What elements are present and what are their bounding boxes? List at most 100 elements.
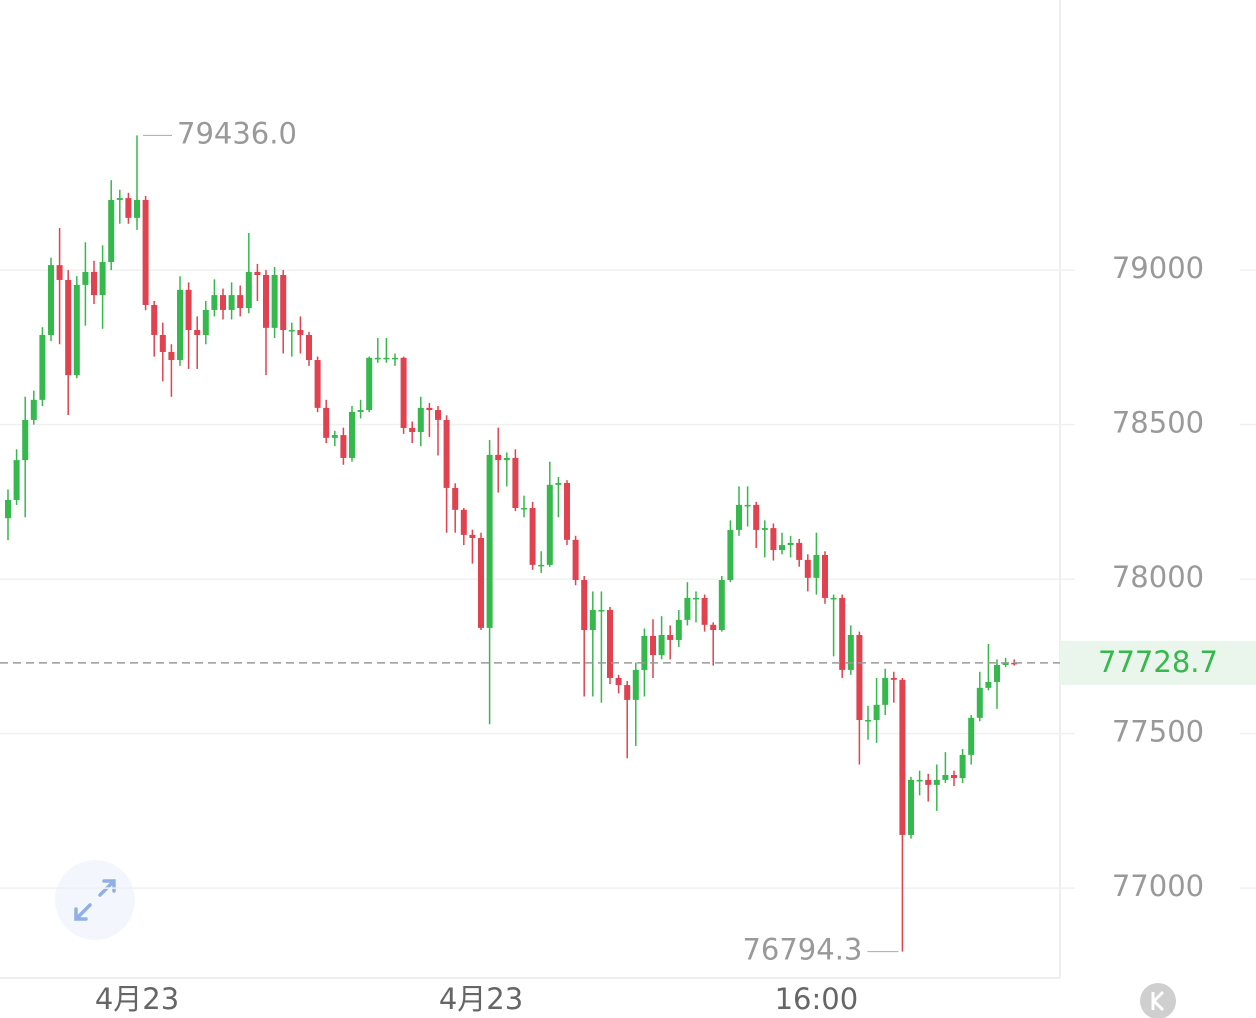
candle-body bbox=[976, 687, 983, 718]
candle-body bbox=[202, 309, 209, 335]
candle-body bbox=[366, 357, 373, 411]
candle-body bbox=[323, 407, 330, 438]
k-icon-bg bbox=[1140, 983, 1176, 1018]
candle-body bbox=[529, 508, 536, 565]
candle-body bbox=[589, 609, 596, 631]
y-tick-label: 77500 bbox=[1112, 715, 1204, 749]
candle-body bbox=[779, 545, 785, 551]
candle-body bbox=[22, 419, 29, 461]
x-tick-label: 16:00 bbox=[775, 982, 859, 1016]
candle-body bbox=[727, 529, 734, 581]
candle-body bbox=[761, 528, 768, 530]
candle-body bbox=[452, 487, 459, 510]
candle-body bbox=[263, 275, 269, 328]
candle-body bbox=[159, 334, 166, 352]
y-tick-label: 79000 bbox=[1112, 251, 1204, 285]
candle-body bbox=[632, 669, 639, 700]
candle-body bbox=[271, 275, 278, 328]
candle-body bbox=[495, 454, 502, 461]
candle-body bbox=[710, 624, 717, 631]
candle-body bbox=[82, 271, 89, 285]
candle-body bbox=[297, 330, 304, 335]
candle-body bbox=[572, 539, 579, 581]
candle-body bbox=[538, 564, 545, 567]
candle-body bbox=[796, 542, 803, 560]
candle-body bbox=[443, 419, 450, 488]
candle-body bbox=[787, 542, 794, 546]
candle-body bbox=[374, 357, 381, 360]
high-annotation: 79436.0 bbox=[177, 116, 297, 150]
candle-body bbox=[650, 635, 656, 656]
candle-body bbox=[641, 635, 648, 670]
candle-body bbox=[546, 484, 553, 565]
candle-body bbox=[684, 597, 691, 620]
candle-body bbox=[822, 554, 828, 598]
candle-body bbox=[245, 271, 252, 309]
candle-body bbox=[693, 597, 699, 600]
candle-body bbox=[194, 330, 201, 335]
candle-body bbox=[813, 554, 820, 578]
candle-body bbox=[116, 198, 123, 200]
k-icon[interactable] bbox=[1140, 983, 1176, 1018]
candle-body bbox=[331, 435, 338, 438]
candle-body bbox=[667, 635, 674, 640]
candle-body bbox=[357, 410, 364, 412]
current-price-box bbox=[1060, 640, 1256, 685]
candle-body bbox=[675, 619, 682, 640]
y-tick-label: 78500 bbox=[1112, 406, 1204, 440]
k-icon-glyph bbox=[1151, 990, 1165, 1012]
candle-body bbox=[770, 528, 777, 551]
candle-body bbox=[254, 271, 261, 276]
candle-body bbox=[108, 199, 115, 263]
candle-body bbox=[280, 275, 287, 331]
candle-body bbox=[598, 609, 605, 612]
candle-body bbox=[753, 504, 760, 530]
candle-body bbox=[56, 265, 63, 280]
candle-body bbox=[968, 717, 975, 755]
candle-body bbox=[30, 399, 37, 420]
candle-body bbox=[658, 635, 665, 656]
candle-body bbox=[856, 635, 863, 720]
candle-body bbox=[392, 357, 398, 360]
candle-body bbox=[899, 679, 906, 835]
candle-body bbox=[804, 559, 811, 578]
candle-body bbox=[435, 410, 441, 420]
y-tick-label: 78000 bbox=[1112, 560, 1204, 594]
y-tick-label: 77000 bbox=[1112, 869, 1204, 903]
candle-body bbox=[925, 779, 932, 785]
candle-body bbox=[5, 499, 11, 519]
candle-body bbox=[426, 407, 433, 411]
candle-body bbox=[469, 534, 476, 538]
candle-body bbox=[151, 304, 158, 335]
x-tick-label: 4月23 bbox=[439, 982, 523, 1016]
candle-body bbox=[865, 719, 871, 722]
candle-body bbox=[314, 359, 321, 408]
candle-body bbox=[383, 357, 390, 360]
candle-body bbox=[503, 457, 510, 461]
expand-icon[interactable] bbox=[55, 860, 135, 940]
candle-body bbox=[177, 289, 183, 360]
candle-body bbox=[830, 597, 837, 600]
candle-body bbox=[306, 334, 312, 360]
candle-body bbox=[890, 677, 897, 680]
candle-body bbox=[400, 357, 407, 428]
candle-body bbox=[409, 427, 416, 432]
candle-body bbox=[288, 330, 295, 332]
x-tick-label: 4月23 bbox=[95, 982, 179, 1016]
candle-body bbox=[99, 262, 106, 296]
candle-body bbox=[13, 460, 20, 500]
candle-body bbox=[211, 295, 218, 310]
candle-body bbox=[744, 504, 751, 507]
candle-body bbox=[134, 199, 140, 218]
candle-body bbox=[555, 482, 562, 485]
candle-body bbox=[486, 454, 493, 628]
candle-body bbox=[1002, 662, 1009, 665]
candle-body bbox=[91, 271, 97, 296]
candle-body bbox=[512, 457, 519, 509]
candle-body bbox=[959, 754, 966, 779]
candle-body bbox=[417, 407, 424, 432]
current-price-label: 77728.7 bbox=[1098, 645, 1218, 679]
candle-body bbox=[460, 509, 467, 535]
candle-body bbox=[994, 664, 1000, 682]
